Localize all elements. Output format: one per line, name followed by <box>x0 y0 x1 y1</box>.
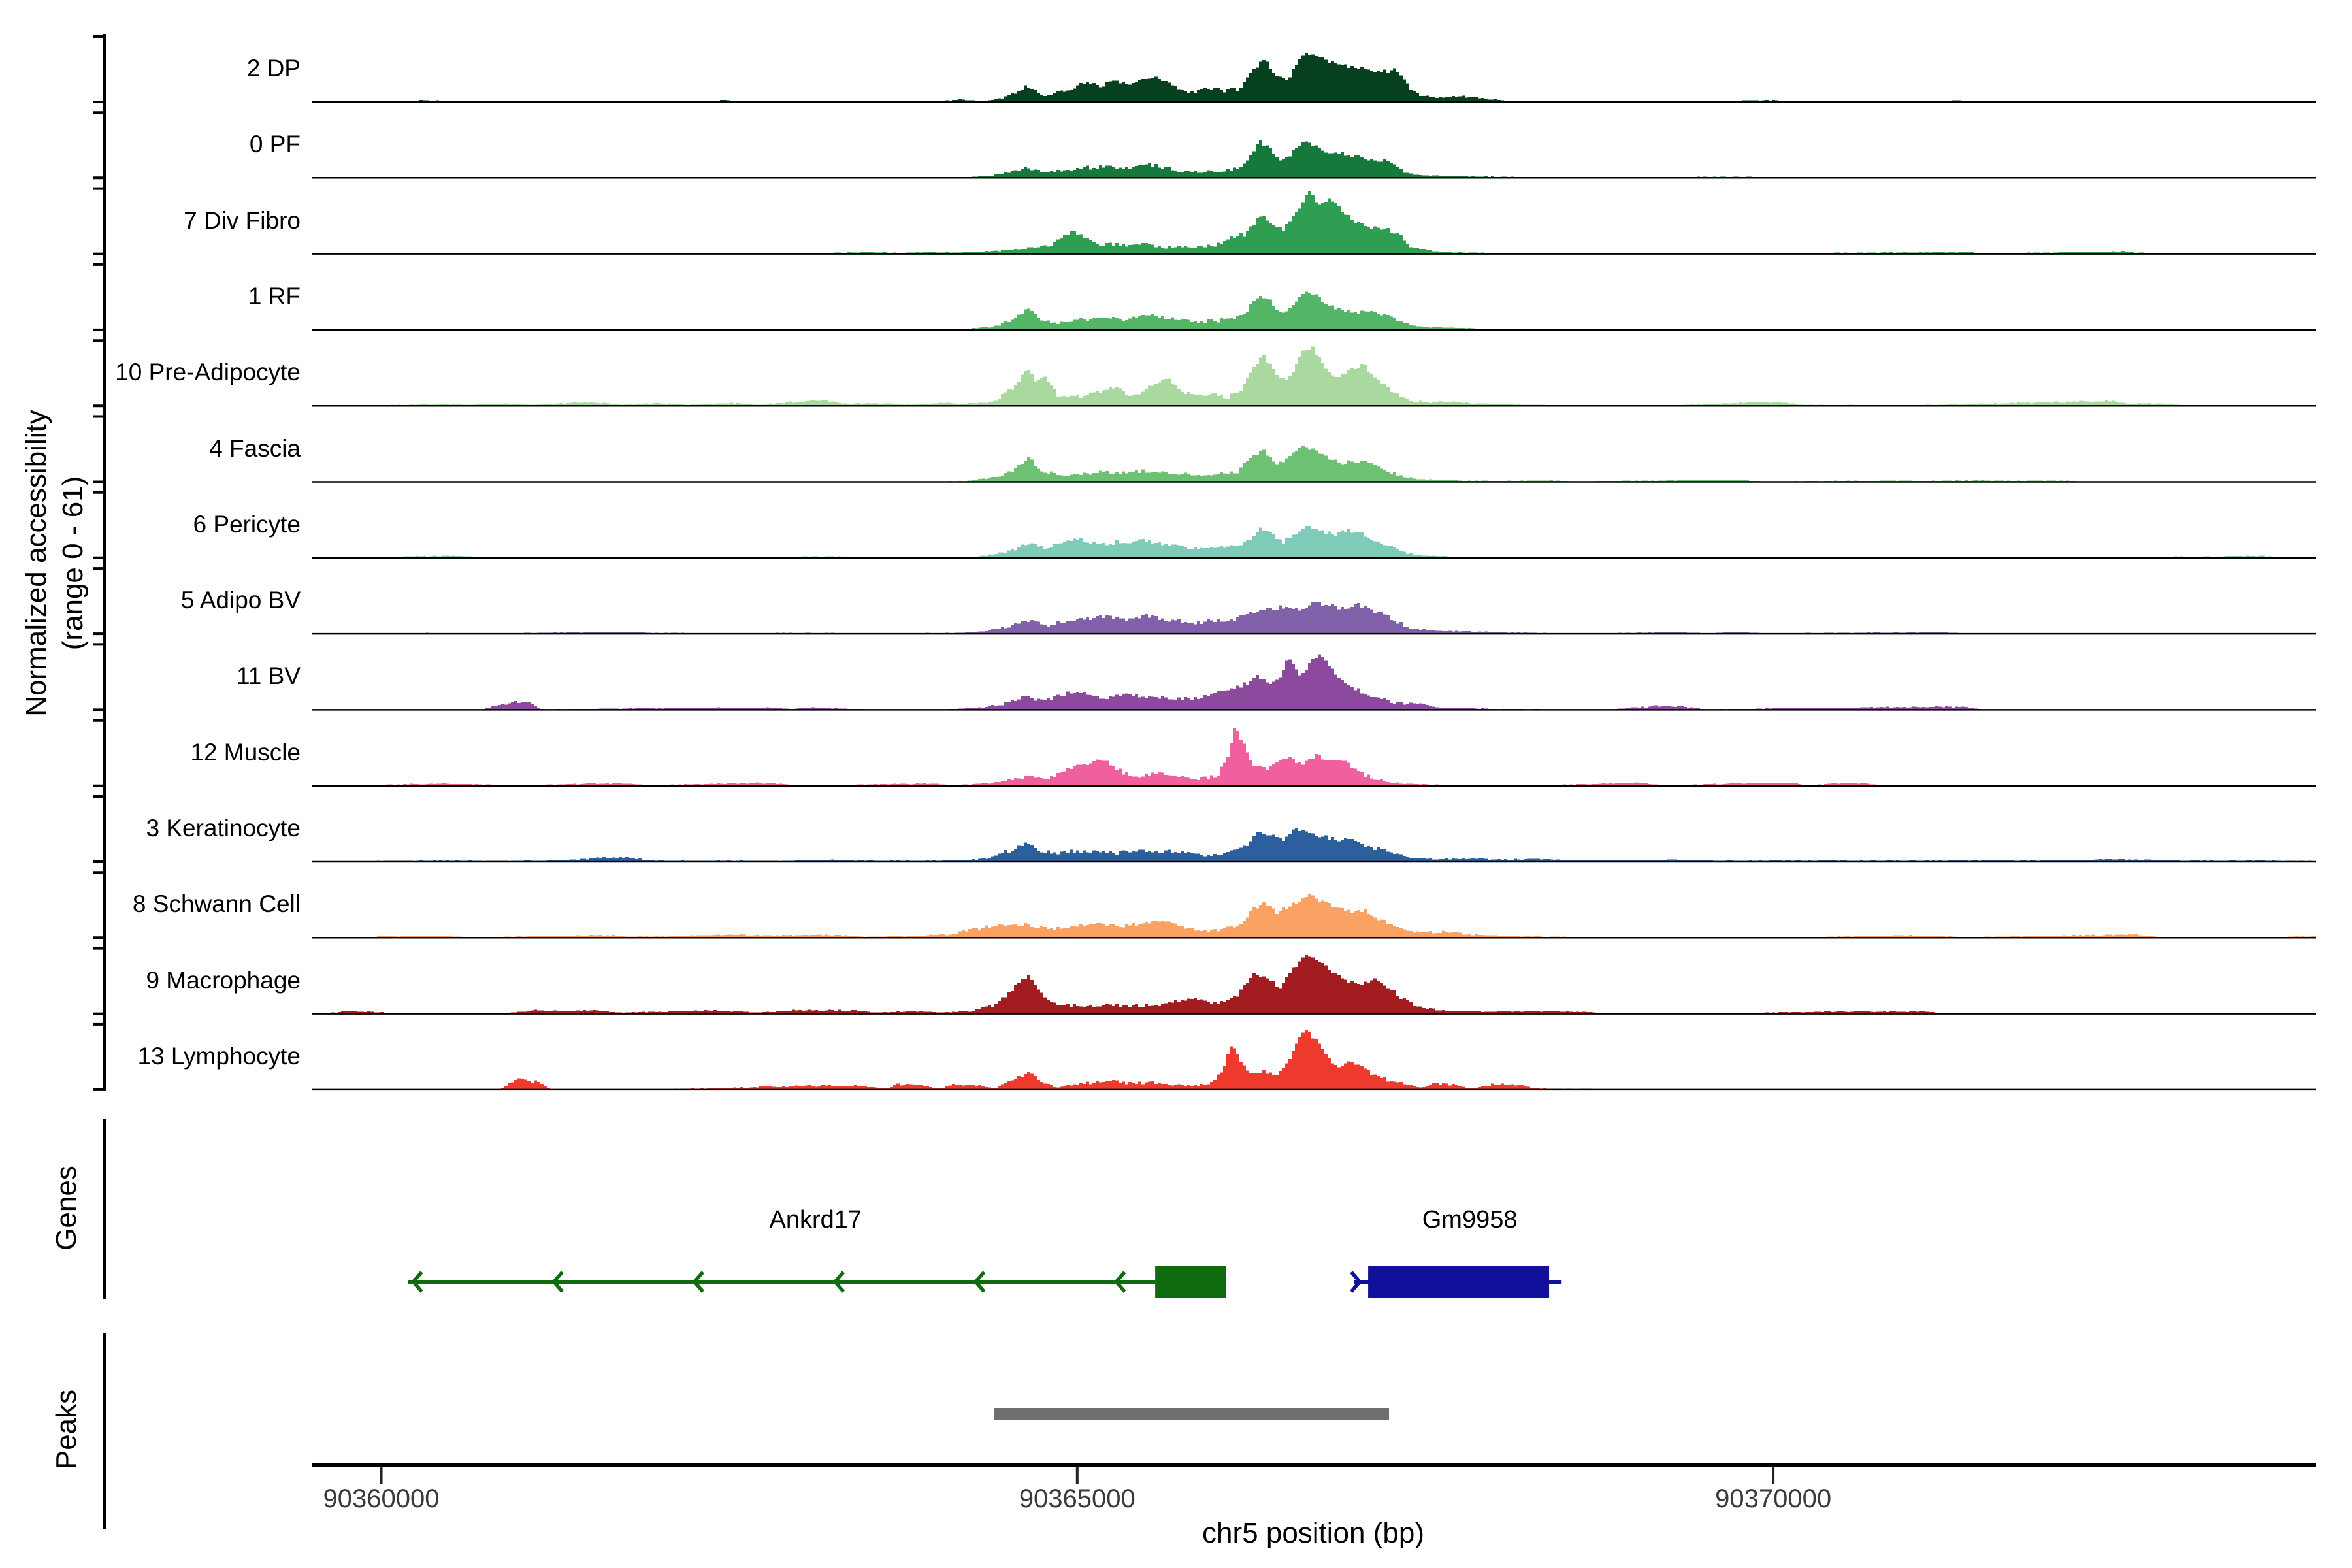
peaks-section-label: Peaks <box>50 1389 82 1470</box>
gene-strand-chevron-left <box>410 1271 423 1293</box>
track-label-9-macrophage: 9 Macrophage <box>146 966 301 994</box>
gene-strand-chevron-left <box>832 1271 845 1293</box>
track-label-10-pre-adipocyte: 10 Pre-Adipocyte <box>115 359 301 386</box>
track-label-8-schwann-cell: 8 Schwann Cell <box>132 890 301 918</box>
track-area-5-adipo-bv <box>312 601 2316 634</box>
gene-exon-ankrd17 <box>1155 1266 1226 1298</box>
track-label-3-keratinocyte: 3 Keratinocyte <box>146 815 301 841</box>
gene-strand-chevron-left <box>692 1271 704 1293</box>
peak-bar <box>994 1408 1390 1420</box>
track-label-5-adipo-bv: 5 Adipo BV <box>180 587 301 614</box>
track-area-7-div-fibro <box>312 191 2316 254</box>
track-area-12-muscle <box>312 728 2316 786</box>
track-area-2-dp <box>312 52 2316 102</box>
track-label-4-fascia: 4 Fascia <box>209 434 301 462</box>
track-label-6-pericyte: 6 Pericyte <box>193 510 301 538</box>
track-label-1-rf: 1 RF <box>248 282 301 310</box>
x-tick-label-90370000: 90370000 <box>1715 1484 1832 1513</box>
x-tick-label-90365000: 90365000 <box>1019 1484 1135 1513</box>
genes-section-label: Genes <box>50 1166 82 1250</box>
track-area-11-bv <box>312 654 2316 710</box>
track-area-1-rf <box>312 291 2316 330</box>
track-area-13-lymphocyte <box>312 1029 2316 1090</box>
track-area-10-pre-adipocyte <box>312 346 2316 406</box>
gene-exon-gm9958 <box>1368 1266 1550 1298</box>
x-axis-title: chr5 position (bp) <box>1202 1517 1424 1549</box>
track-label-11-bv: 11 BV <box>236 662 301 690</box>
x-tick-label-90360000: 90360000 <box>323 1484 440 1513</box>
track-label-2-dp: 2 DP <box>246 55 301 82</box>
gene-label-ankrd17: Ankrd17 <box>769 1206 862 1233</box>
track-label-13-lymphocyte: 13 Lymphocyte <box>137 1042 301 1070</box>
track-label-7-div-fibro: 7 Div Fibro <box>184 206 301 234</box>
gene-strand-chevron-right <box>1350 1271 1362 1293</box>
track-area-4-fascia <box>312 445 2316 482</box>
gene-label-gm9958: Gm9958 <box>1422 1206 1518 1233</box>
track-label-12-muscle: 12 Muscle <box>190 738 301 766</box>
track-label-0-pf: 0 PF <box>249 131 301 158</box>
gene-strand-chevron-left <box>551 1271 564 1293</box>
track-area-6-pericyte <box>312 526 2316 558</box>
track-area-9-macrophage <box>312 955 2316 1014</box>
track-area-0-pf <box>312 140 2316 178</box>
gene-strand-chevron-left <box>1113 1271 1126 1293</box>
track-area-8-schwann-cell <box>312 894 2316 938</box>
gene-strand-chevron-left <box>973 1271 986 1293</box>
track-area-3-keratinocyte <box>312 828 2316 862</box>
